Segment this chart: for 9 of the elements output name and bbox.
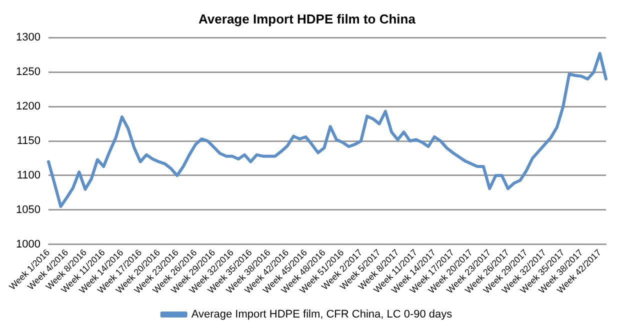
y-tick-label: 1250 — [16, 66, 40, 78]
y-tick-label: 1050 — [16, 204, 40, 216]
y-tick-label: 1200 — [16, 100, 40, 113]
chart-title: Average Import HDPE film to China — [198, 11, 416, 26]
y-tick-label: 1100 — [16, 170, 40, 182]
y-tick-label: 1300 — [16, 32, 40, 44]
y-tick-label: 1150 — [16, 135, 40, 148]
y-tick-label: 1000 — [16, 238, 40, 250]
legend-label: Average Import HDPE film, CFR China, LC 0-90 days — [191, 308, 453, 321]
